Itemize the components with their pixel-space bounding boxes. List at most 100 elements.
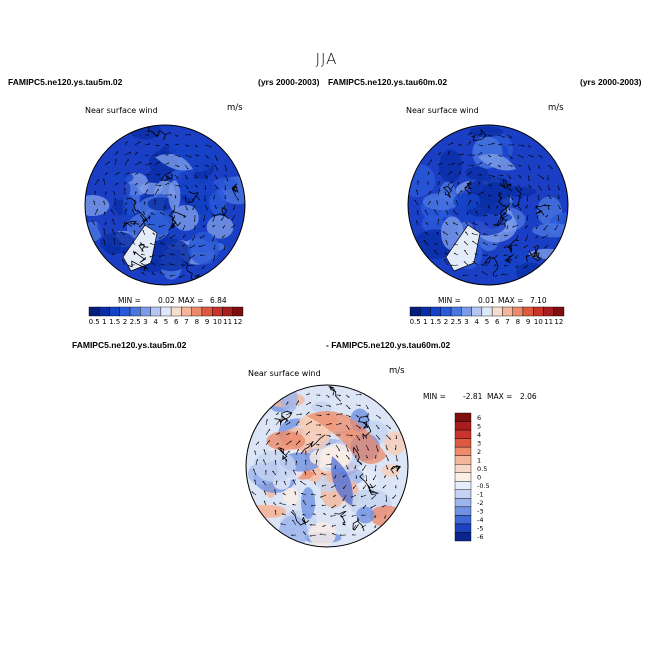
- wind-vector-head: [482, 254, 485, 256]
- wind-vector-head: [289, 412, 292, 415]
- wind-vector: [114, 159, 117, 166]
- colorbar-tick-label: 2: [444, 318, 448, 326]
- wind-vector: [144, 173, 150, 176]
- wind-vector: [124, 172, 130, 176]
- colorbar-box: [491, 306, 503, 317]
- wind-vector: [285, 432, 290, 436]
- wind-vector: [148, 224, 156, 226]
- field-patch: [516, 262, 544, 282]
- field-patch: [147, 197, 175, 211]
- wind-vector: [223, 244, 226, 251]
- panel3-min-label: MIN =: [423, 392, 446, 401]
- wind-vector-head: [378, 438, 381, 440]
- wind-vector: [311, 504, 317, 507]
- wind-vector: [149, 243, 156, 246]
- coastline: [483, 256, 499, 277]
- colorbar-box: [191, 306, 203, 317]
- coastline: [126, 197, 148, 223]
- wind-vector: [295, 413, 302, 416]
- wind-vector: [263, 449, 267, 456]
- colorbar-box: [454, 455, 472, 465]
- wind-vector: [194, 194, 201, 200]
- wind-vector-head: [465, 221, 468, 223]
- wind-vector: [524, 224, 529, 229]
- colorbar-box: [553, 306, 565, 317]
- wind-vector: [213, 254, 216, 262]
- wind-vector-head: [347, 458, 350, 460]
- wind-vector-head: [512, 144, 515, 146]
- wind-vector-head: [309, 535, 312, 537]
- wind-vector: [362, 464, 367, 471]
- wind-vector-head: [548, 188, 550, 191]
- coastline: [390, 465, 402, 474]
- wind-vector: [444, 252, 449, 256]
- wind-vector-head: [158, 174, 161, 176]
- wind-vector: [527, 184, 532, 188]
- wind-vector: [345, 424, 350, 430]
- wind-vector-head: [482, 191, 484, 194]
- wind-vector-head: [472, 165, 474, 167]
- wind-vector-head: [357, 449, 359, 451]
- wind-vector-head: [300, 413, 302, 416]
- panel3-units: m/s: [389, 366, 405, 376]
- wind-vector-head: [150, 163, 152, 165]
- wind-vector: [280, 523, 287, 526]
- panel3-variable-label: Near surface wind: [248, 369, 321, 378]
- wind-vector-head: [544, 246, 546, 249]
- wind-vector: [150, 212, 156, 216]
- wind-vector: [447, 151, 450, 156]
- wind-vector-head: [94, 190, 96, 193]
- colorbar-box: [454, 472, 472, 482]
- wind-vector-head: [296, 460, 298, 463]
- wind-vector-head: [395, 437, 397, 440]
- wind-vector-head: [320, 496, 322, 498]
- wind-vector-head: [197, 155, 199, 157]
- wind-vector-head: [215, 177, 218, 180]
- wind-vector: [452, 210, 459, 216]
- wind-vector: [554, 224, 559, 231]
- wind-vector-head: [547, 208, 550, 210]
- wind-vector-head: [358, 439, 361, 441]
- wind-vector: [464, 249, 469, 256]
- wind-vector-head: [528, 179, 530, 181]
- wind-vector: [254, 450, 257, 456]
- wind-vector: [341, 514, 347, 518]
- colorbar-box: [454, 489, 472, 499]
- wind-vector-head: [237, 199, 239, 201]
- coastline: [504, 254, 514, 264]
- wind-vector-head: [436, 200, 438, 202]
- wind-vector: [371, 494, 377, 500]
- wind-vector-head: [263, 449, 266, 451]
- panel1-min-value: 0.02: [158, 296, 175, 305]
- wind-vector: [373, 474, 377, 481]
- wind-vector-head: [539, 189, 542, 191]
- colorbar-box: [454, 523, 472, 533]
- wind-vector: [467, 132, 472, 136]
- wind-vector: [295, 400, 299, 406]
- wind-vector: [537, 194, 540, 200]
- wind-vector: [204, 164, 210, 167]
- wind-vector-head: [186, 177, 188, 180]
- colorbar-box: [201, 306, 213, 317]
- wind-vector-head: [235, 187, 238, 189]
- wind-vector: [192, 204, 196, 211]
- wind-vector: [202, 264, 206, 270]
- colorbar-tick-label: 2.5: [451, 318, 462, 326]
- colorbar-tick-label: 7: [505, 318, 509, 326]
- colorbar-box: [222, 306, 233, 317]
- wind-vector-head: [351, 435, 353, 437]
- wind-vector-head: [205, 176, 208, 179]
- wind-vector-head: [504, 264, 506, 267]
- coastline: [362, 421, 372, 440]
- wind-vector: [150, 261, 156, 266]
- wind-vector-head: [108, 161, 110, 164]
- wind-vector-head: [443, 258, 446, 261]
- wind-vector: [361, 514, 367, 516]
- wind-vector: [325, 394, 330, 398]
- wind-vector: [144, 189, 148, 196]
- wind-vector: [301, 493, 307, 496]
- wind-vector-head: [225, 169, 227, 171]
- wind-vector-head: [311, 493, 313, 495]
- wind-vector-head: [374, 469, 376, 472]
- wind-vector-head: [351, 534, 354, 536]
